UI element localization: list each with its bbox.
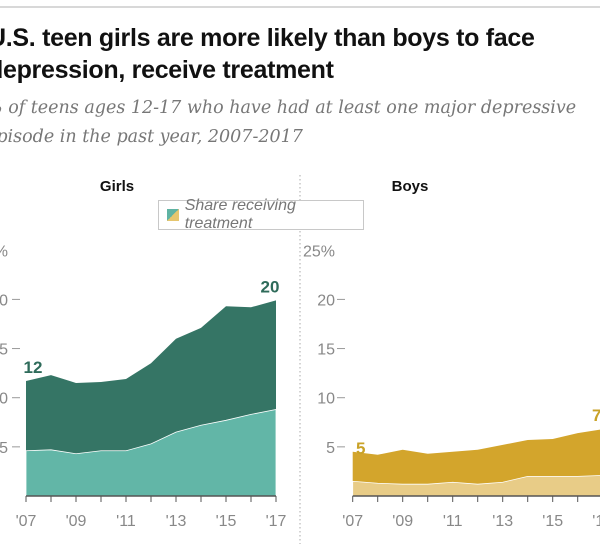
girls-value-label: 20 bbox=[261, 277, 280, 296]
boys-value-label: 5 bbox=[356, 439, 365, 458]
top-rule bbox=[0, 6, 600, 8]
boys-value-label: 7 bbox=[592, 406, 600, 425]
girls-ytick-label: 20 bbox=[0, 292, 8, 309]
girls-xtick-label: '17 bbox=[266, 513, 287, 530]
boys-xtick-label: '09 bbox=[392, 513, 413, 530]
girls-xtick-label: '13 bbox=[166, 513, 187, 530]
split-swatch-icon bbox=[167, 209, 179, 221]
legend-label: Share receiving treatment bbox=[184, 197, 296, 232]
girls-value-label: 12 bbox=[24, 358, 43, 377]
girls-ytick-label: 25% bbox=[0, 243, 8, 260]
boys-xtick-label: '07 bbox=[342, 513, 363, 530]
boys-ytick-label: 15 bbox=[317, 342, 335, 359]
boys-ytick-label: 25% bbox=[303, 243, 335, 260]
title-line-2: depression, receive treatment bbox=[0, 56, 334, 84]
chart-subtitle: % of teens ages 12-17 who have had at le… bbox=[0, 94, 600, 152]
boys-xtick-label: '13 bbox=[492, 513, 513, 530]
girls-xtick-label: '07 bbox=[16, 513, 37, 530]
girls-xtick-label: '15 bbox=[216, 513, 237, 530]
subtitle-line-2: episode in the past year, 2007-2017 bbox=[0, 127, 303, 147]
girls-panel-title: Girls bbox=[100, 178, 134, 195]
girls-area-treatment bbox=[25, 409, 277, 497]
subtitle-line-1: % of teens ages 12-17 who have had at le… bbox=[0, 98, 577, 118]
boys-xtick-label: '17 bbox=[592, 513, 600, 530]
girls-ytick-label: 10 bbox=[0, 391, 8, 408]
boys-ytick-label: 10 bbox=[317, 391, 335, 408]
boys-xtick-label: '15 bbox=[542, 513, 563, 530]
boys-panel-title: Boys bbox=[392, 178, 429, 195]
legend: Share receiving treatment bbox=[158, 197, 364, 232]
girls-ytick-label: 15 bbox=[0, 342, 8, 359]
boys-ytick-label: 5 bbox=[326, 440, 335, 457]
chart-title: U.S. teen girls are more likely than boy… bbox=[0, 22, 600, 86]
girls-xtick-label: '09 bbox=[66, 513, 87, 530]
boys-area-treatment bbox=[352, 475, 600, 497]
girls-ytick-label: 5 bbox=[0, 440, 8, 457]
boys-ytick-label: 20 bbox=[317, 292, 335, 309]
girls-xtick-label: '11 bbox=[116, 513, 136, 530]
title-line-1: U.S. teen girls are more likely than boy… bbox=[0, 24, 535, 52]
boys-xtick-label: '11 bbox=[443, 513, 463, 530]
